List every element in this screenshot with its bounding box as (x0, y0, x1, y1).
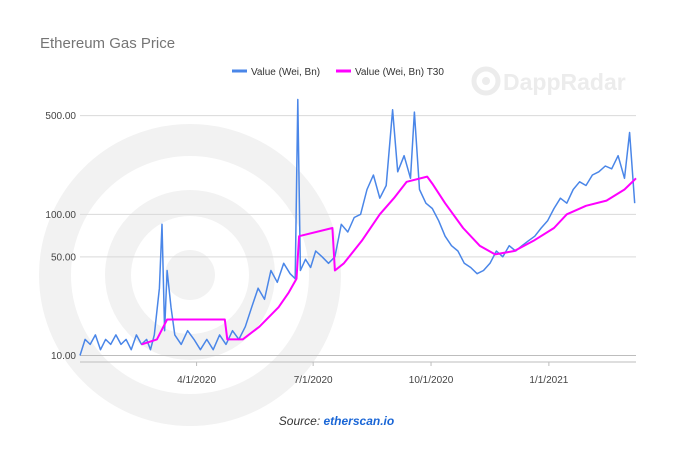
y-tick-label: 10.00 (51, 351, 76, 362)
source-caption: Source: etherscan.io (0, 414, 673, 428)
x-tick-label: 1/1/2021 (529, 375, 568, 386)
source-prefix: Source: (278, 414, 324, 428)
watermark-brand: DappRadar (471, 66, 626, 96)
x-tick-label: 7/1/2020 (294, 375, 333, 386)
y-axis-ticks: 10.00 50.00 100.00 500.00 (45, 111, 76, 362)
legend-label-value: Value (Wei, Bn) (251, 67, 320, 78)
x-axis-ticks: 4/1/2020 7/1/2020 10/1/2020 1/1/2021 (177, 362, 569, 386)
series-line-t30 (141, 175, 637, 346)
chart-title: Ethereum Gas Price (40, 35, 175, 52)
watermark-brand-text: DappRadar (503, 69, 626, 95)
x-tick-label: 10/1/2020 (409, 375, 454, 386)
source-link[interactable]: etherscan.io (323, 414, 395, 428)
y-tick-label: 50.00 (51, 252, 76, 263)
legend: Value (Wei, Bn) Value (Wei, Bn) T30 (232, 67, 444, 78)
gridlines (80, 115, 636, 363)
x-tick-label: 4/1/2020 (177, 375, 216, 386)
y-tick-label: 500.00 (45, 111, 76, 122)
y-tick-label: 100.00 (45, 210, 76, 221)
series-lines (79, 98, 637, 356)
watermark-graphic (39, 124, 341, 426)
legend-label-t30: Value (Wei, Bn) T30 (355, 67, 444, 78)
